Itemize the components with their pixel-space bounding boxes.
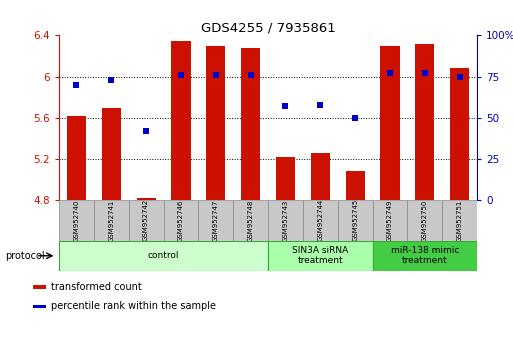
Bar [59,200,94,241]
Point [351,115,359,120]
Text: GSM952741: GSM952741 [108,199,114,241]
Text: GSM952747: GSM952747 [213,199,219,241]
Bar [102,108,121,200]
Bar [268,200,303,241]
Bar [59,241,268,271]
Bar [233,200,268,241]
Bar [33,304,46,308]
Bar [94,200,129,241]
Bar [303,200,338,241]
Point [316,102,324,107]
Bar [164,200,199,241]
Text: GSM952749: GSM952749 [387,199,393,241]
Text: GSM952744: GSM952744 [318,199,323,241]
Text: GSM952751: GSM952751 [457,199,463,241]
Text: GSM952745: GSM952745 [352,199,358,241]
Bar [67,116,86,200]
Bar [372,241,477,271]
Point [247,72,255,78]
Text: GSM952746: GSM952746 [178,199,184,241]
Point [142,128,150,134]
Point [72,82,81,88]
Text: percentile rank within the sample: percentile rank within the sample [51,301,216,311]
Text: GSM952750: GSM952750 [422,199,428,241]
Bar [381,46,400,200]
Bar [415,44,435,200]
Text: GSM952743: GSM952743 [283,199,288,241]
Bar [311,153,330,200]
Bar [338,200,372,241]
Bar [199,200,233,241]
Point [212,72,220,78]
Title: GDS4255 / 7935861: GDS4255 / 7935861 [201,21,336,34]
Bar [129,200,164,241]
Bar [33,285,46,289]
Point [386,70,394,76]
Text: transformed count: transformed count [51,282,142,292]
Bar [372,200,407,241]
Point [177,72,185,78]
Point [456,74,464,79]
Bar [346,171,365,200]
Bar [136,198,155,200]
Bar [407,200,442,241]
Bar [206,46,225,200]
Bar [276,157,295,200]
Point [107,77,115,83]
Text: GSM952748: GSM952748 [248,199,253,241]
Text: protocol: protocol [5,251,45,261]
Text: control: control [148,251,179,260]
Bar [268,241,372,271]
Text: miR-138 mimic
treatment: miR-138 mimic treatment [390,246,459,266]
Text: SIN3A siRNA
treatment: SIN3A siRNA treatment [292,246,348,266]
Point [281,103,289,109]
Bar [450,68,469,200]
Bar [241,48,260,200]
Bar [171,41,190,200]
Bar [442,200,477,241]
Text: GSM952740: GSM952740 [73,199,80,241]
Point [421,70,429,76]
Text: GSM952742: GSM952742 [143,199,149,241]
